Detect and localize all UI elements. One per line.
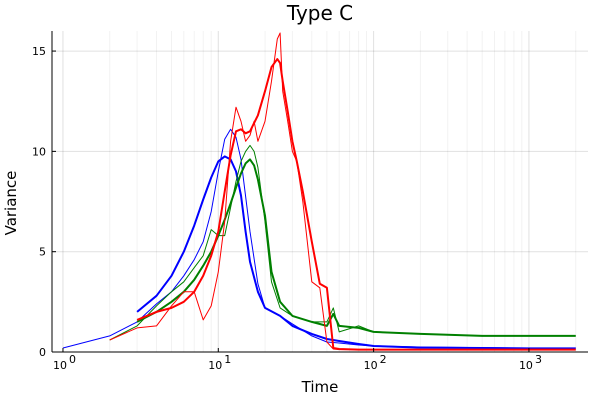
- x-tick-label: 10: [208, 359, 222, 372]
- x-tick-label: 10: [53, 359, 67, 372]
- series-line-4: [136, 158, 576, 337]
- x-tick-label: 10: [364, 359, 378, 372]
- series-layer: [62, 32, 576, 351]
- y-tick-label: 10: [32, 145, 46, 158]
- x-tick-exponent: 0: [69, 353, 76, 366]
- x-tick-exponent: 3: [535, 353, 542, 366]
- y-tick-label: 5: [39, 246, 46, 259]
- x-tick-label: 10: [519, 359, 533, 372]
- grid: [52, 31, 588, 353]
- series-line-6: [136, 58, 576, 351]
- y-axis-label: Variance: [2, 171, 20, 236]
- x-tick-exponent: 2: [380, 353, 387, 366]
- series-line-3: [109, 144, 576, 341]
- y-tick-label: 15: [32, 45, 46, 58]
- chart-title: Type C: [286, 1, 353, 25]
- x-axis-label: Time: [301, 378, 339, 396]
- y-tick-label: 0: [39, 346, 46, 359]
- series-line-2: [136, 155, 576, 350]
- plot-frame: [51, 31, 588, 353]
- x-tick-exponent: 1: [224, 353, 231, 366]
